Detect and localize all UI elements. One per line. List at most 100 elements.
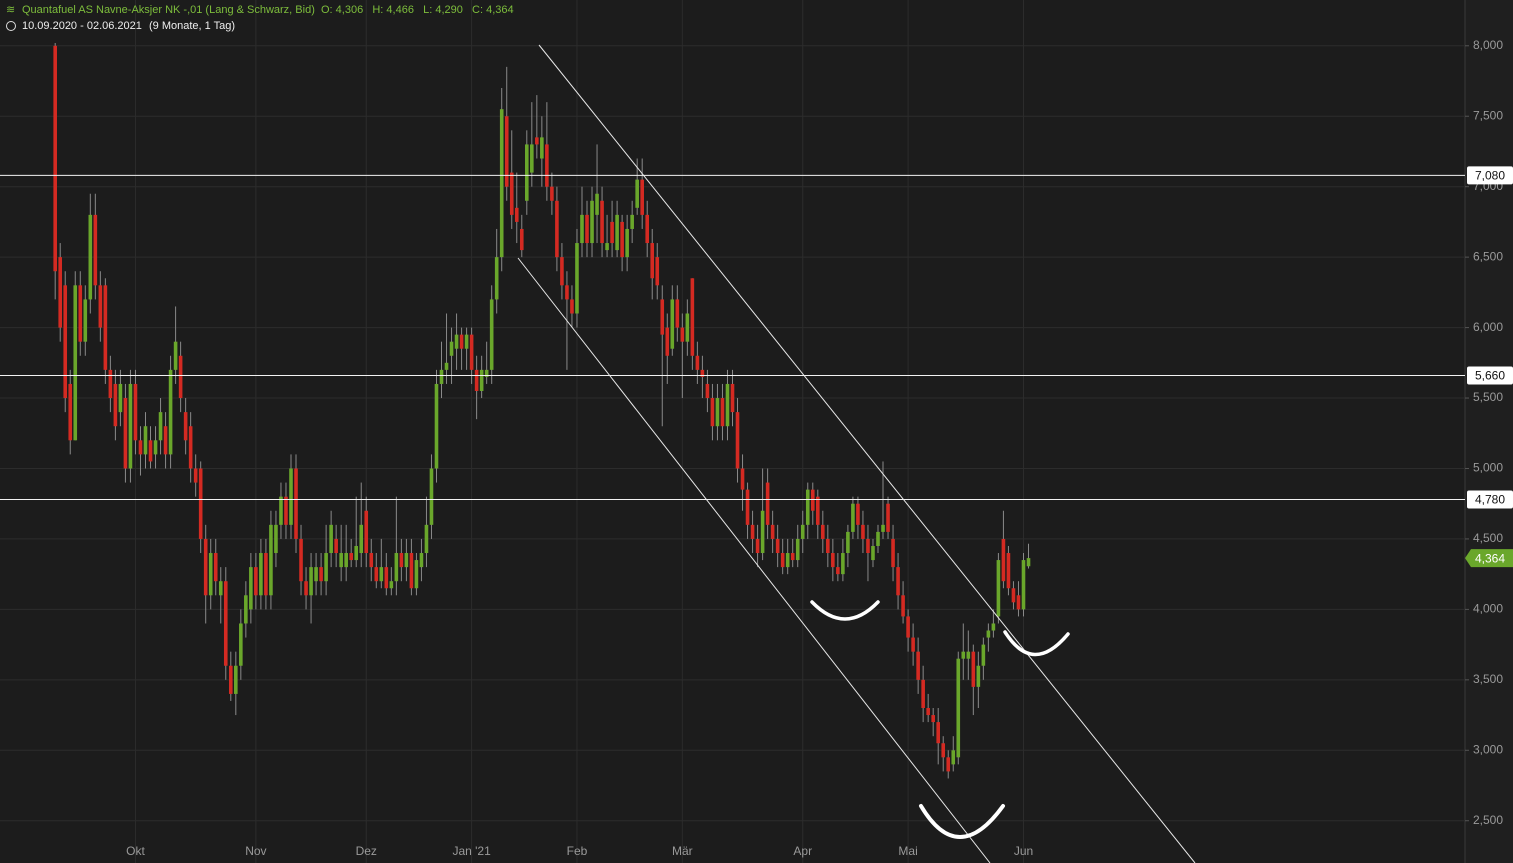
candle-body [1021,560,1026,610]
candle-body [279,496,283,525]
level-tag [1467,166,1513,185]
candle-body [725,383,730,427]
candle-body [138,440,143,455]
x-tick-label: Feb [567,844,588,858]
candle-body [770,524,775,539]
candle-body [193,468,198,483]
candle-body [600,200,604,244]
candle-body [369,553,374,568]
y-tick-label: 8,000 [1473,38,1503,52]
candle-body [168,369,173,455]
candle-body [886,503,890,532]
candle-body [831,553,835,568]
candle-body [218,581,223,596]
candle-body [936,722,941,744]
candle-body [509,172,514,215]
trend-line [538,44,1196,863]
candle-body [605,243,609,251]
candle-body [474,369,479,391]
marker-curve [1003,630,1070,657]
candle-body [815,496,820,525]
candle-body [986,630,991,638]
candle-body [394,553,399,582]
candle-body [83,299,88,342]
candle-body [404,553,409,568]
candle-body [339,553,343,568]
candle-body [790,553,795,561]
candle-body [88,214,93,300]
candle-body [615,214,619,251]
candle-body [715,398,720,427]
candle-body [966,651,971,659]
candle-body [735,412,740,469]
candle-body [213,553,218,582]
candle-body [143,426,148,455]
candle-body [274,524,278,554]
candle-body [590,200,594,244]
candle-body [113,383,118,427]
candle-body [946,757,951,772]
candle-body [419,553,424,568]
candle-body [504,116,509,187]
candle-body [284,496,288,525]
candle-body [750,524,755,539]
y-tick-label: 3,000 [1473,742,1503,756]
y-tick-label: 4,500 [1473,531,1503,545]
y-tick-label: 4,000 [1473,602,1503,616]
x-tick-label: Jun [1014,844,1033,858]
candle-body [178,355,183,399]
candle-body [861,524,865,539]
candle-body [765,482,770,525]
candle-body [309,567,313,596]
y-tick-label: 7,500 [1473,108,1503,122]
candle-body [519,228,524,251]
candle-body [409,553,414,589]
candle-body [635,179,639,208]
candle-body [775,538,780,554]
candle-body [981,644,986,666]
candle-body [68,383,73,441]
candle-body [866,538,870,554]
candle-body [429,468,434,525]
candle-body [991,623,996,631]
candle-body [454,334,459,349]
header-period: (9 Monate, 1 Tag) [149,20,235,32]
candle-body [489,299,494,370]
candle-body [78,285,83,342]
candle-body [53,45,57,272]
candle-body [575,243,579,314]
candle-body [208,553,213,596]
level-label: 5,660 [1475,369,1505,383]
candle-body [319,567,323,582]
candle-body [249,567,253,610]
candle-body [289,468,293,525]
level-tag [1467,366,1513,385]
candle-body [324,553,328,582]
candle-body [640,179,644,215]
candle-body [188,426,193,469]
y-tick-label: 3,500 [1473,672,1503,686]
candle-body [650,243,655,279]
candle-body [745,489,750,525]
candle-body [479,369,484,391]
level-label: 4,780 [1475,493,1505,507]
candle-body [259,553,263,596]
candle-body [760,510,765,554]
candle-body [700,369,705,377]
candle-body [379,567,384,582]
y-tick-label: 6,500 [1473,249,1503,263]
candle-body [459,334,464,349]
marker-curve [810,600,880,621]
candle-body [856,503,860,525]
candle-body [620,221,624,258]
candle-body [254,567,258,596]
candle-body [740,468,745,490]
candle-body [93,214,98,286]
candle-body [384,567,389,589]
last-price-tag [1465,549,1513,568]
candle-body [891,538,895,568]
candle-body [755,538,760,554]
candle-body [223,581,228,666]
y-tick-label: 5,500 [1473,390,1503,404]
candle-body [911,637,915,652]
